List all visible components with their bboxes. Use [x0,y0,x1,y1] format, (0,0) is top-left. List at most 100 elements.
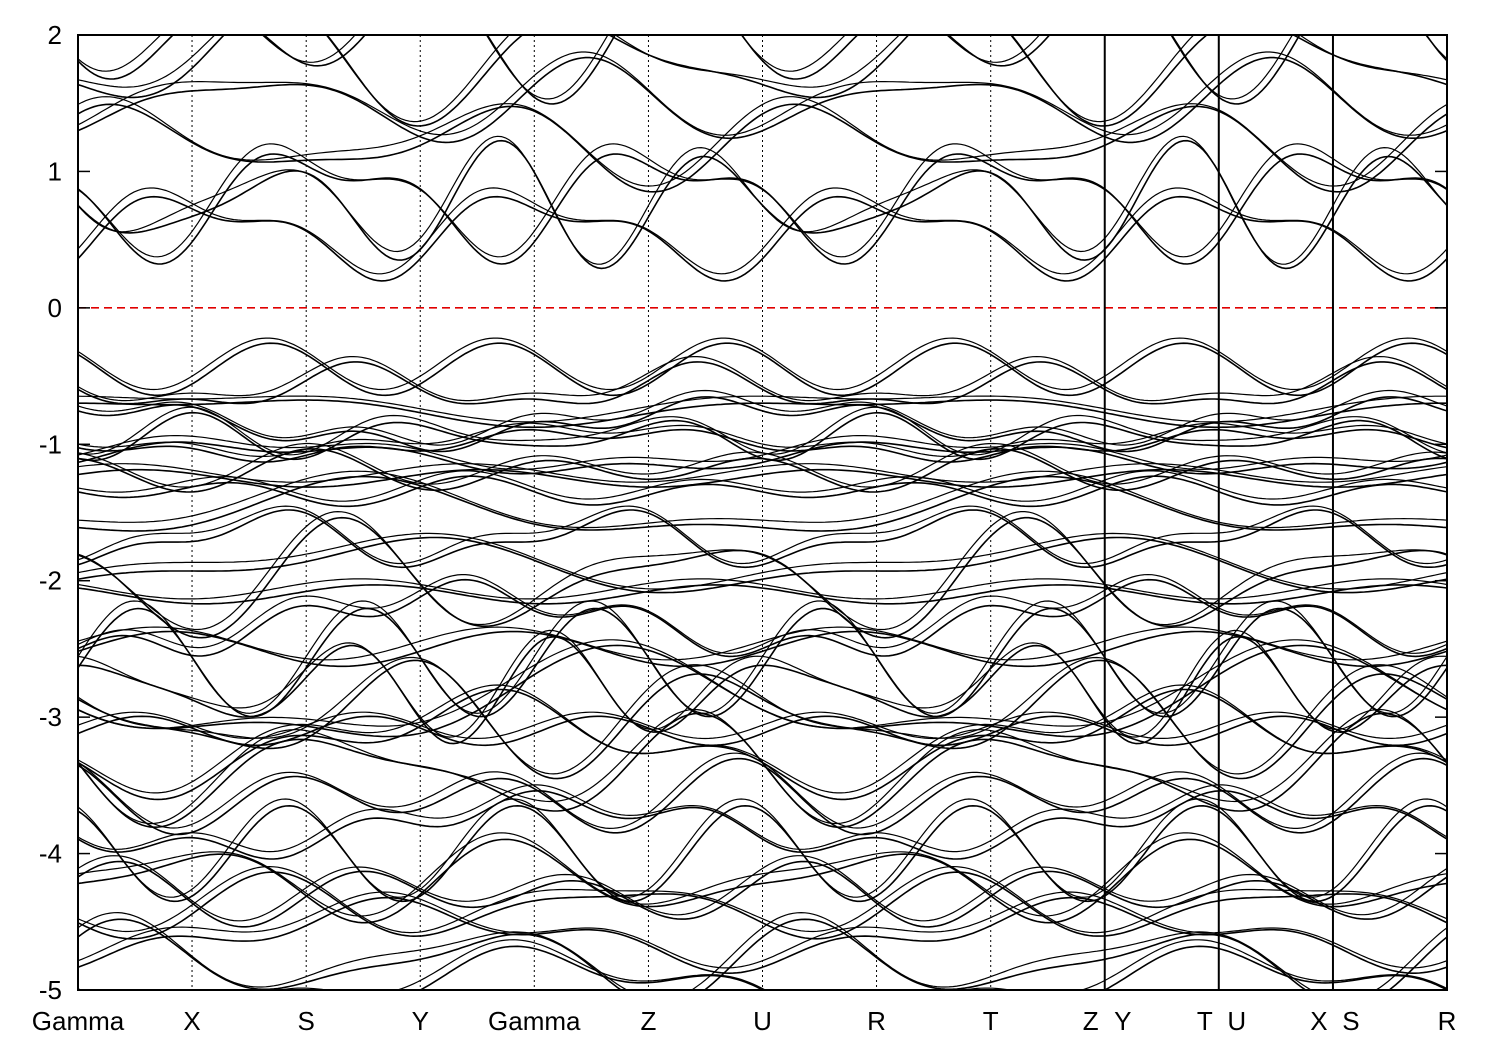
band-line-18 [1332,584,1447,593]
band-line-25 [78,447,1105,493]
band-line-14-b [78,629,1106,738]
band-line-22-b [1218,521,1334,529]
band-line-13 [1218,644,1334,676]
band-line-0-b [1104,939,1219,982]
band-line-30-b [1332,395,1447,407]
band-line-32 [78,342,1106,397]
band-line-10 [1104,688,1220,727]
band-line-17 [1104,578,1220,612]
band-line-22 [1104,484,1219,525]
band-line-12-b [1218,687,1334,775]
band-line-22 [1218,523,1334,531]
band-line-26-b [1104,449,1219,471]
band-line-2-b [78,891,1105,969]
band-line-29 [1218,415,1334,429]
band-line-19-b [1218,555,1334,601]
band-line-6 [1332,804,1447,897]
band-line-36-b [78,96,1106,187]
band-line-12 [1218,699,1334,780]
band-line-23-b [1218,487,1334,500]
band-line-19-b [78,510,1106,631]
band-line-22 [1332,523,1447,529]
kpoint-label-11: T [1197,1006,1213,1036]
kpoint-label-15: R [1438,1006,1457,1036]
band-line-37-b [1104,75,1220,136]
kpoint-label-12: U [1227,1006,1246,1036]
band-line-30-b [78,395,1105,423]
kpoint-label-2: S [298,1006,315,1036]
band-line-37 [78,56,1106,144]
band-line-38-b [1104,35,1195,122]
band-line-3-b [1333,890,1447,920]
band-line-30 [78,399,1105,429]
band-line-13-b [78,639,1105,729]
band-line-8 [1332,757,1447,822]
band-line-0 [1332,974,1447,990]
band-line-11 [1332,727,1447,747]
band-line-32-b [1218,350,1334,391]
band-line-37-b [1332,89,1447,136]
band-line-33 [78,195,1106,282]
band-line-25 [1218,459,1334,481]
band-line-37 [1104,84,1220,144]
band-line-27-b [1104,422,1219,445]
band-line-10 [78,688,1106,801]
band-line-31-b [78,355,1106,402]
band-line-33-b [1332,229,1447,275]
band-line-30 [1332,402,1447,415]
band-line-24-b [78,463,1105,483]
band-line-1 [78,918,1105,990]
band-line-5 [1218,846,1334,908]
band-line-28-b [1332,416,1447,454]
band-line-34 [1332,155,1447,218]
band-line-25 [1104,460,1219,491]
band-line-39 [78,35,1051,105]
band-line-28 [1332,419,1447,460]
band-line-16-b [1218,630,1334,660]
band-line-3 [1104,900,1219,937]
band-line-8-b [78,752,1106,830]
band-line-24 [1104,468,1219,476]
band-line-8-b [1332,752,1447,814]
band-line-36-b [1218,109,1334,187]
band-line-35-b [78,143,1106,258]
band-line-7 [1218,789,1334,820]
band-line-27 [1218,429,1334,440]
band-line-18-b [1218,582,1334,600]
band-line-4-b [1218,873,1334,909]
band-line-33 [1104,195,1220,260]
band-line-0 [78,945,1105,990]
band-line-21-b [78,505,1105,565]
band-line-4-b [1332,867,1447,916]
band-line-24-b [1218,469,1334,483]
band-line-28-b [78,406,1105,456]
band-line-20 [1332,578,1447,594]
band-line-22 [78,475,1106,532]
band-line-17 [1218,605,1334,618]
band-line-9-b [1104,766,1219,801]
band-line-14 [1332,664,1447,734]
band-line-32-b [1332,337,1447,377]
band-line-2-b [1104,898,1219,934]
band-line-15-b [1104,656,1220,714]
ytick-label-7: 2 [48,20,62,50]
band-line-12-b [1104,657,1220,770]
band-line-14-b [1218,629,1334,730]
band-line-27 [78,428,1105,463]
kpoint-label-8: T [983,1006,999,1036]
band-line-6-b [1218,806,1334,898]
band-line-35 [78,153,1106,265]
band-line-18 [1218,590,1334,605]
band-line-21 [78,509,1105,569]
band-line-10-b [1218,695,1334,755]
band-line-20 [1218,559,1334,593]
band-line-13-b [1104,664,1220,723]
ytick-label-1: -4 [39,839,62,869]
kpoint-label-0: Gamma [32,1006,125,1036]
band-line-18 [1104,587,1219,605]
band-line-1 [1218,934,1307,990]
band-line-2-b [1332,941,1447,969]
band-line-5 [1333,882,1447,908]
band-line-14-b [1104,636,1220,738]
band-line-21-b [1104,532,1219,561]
